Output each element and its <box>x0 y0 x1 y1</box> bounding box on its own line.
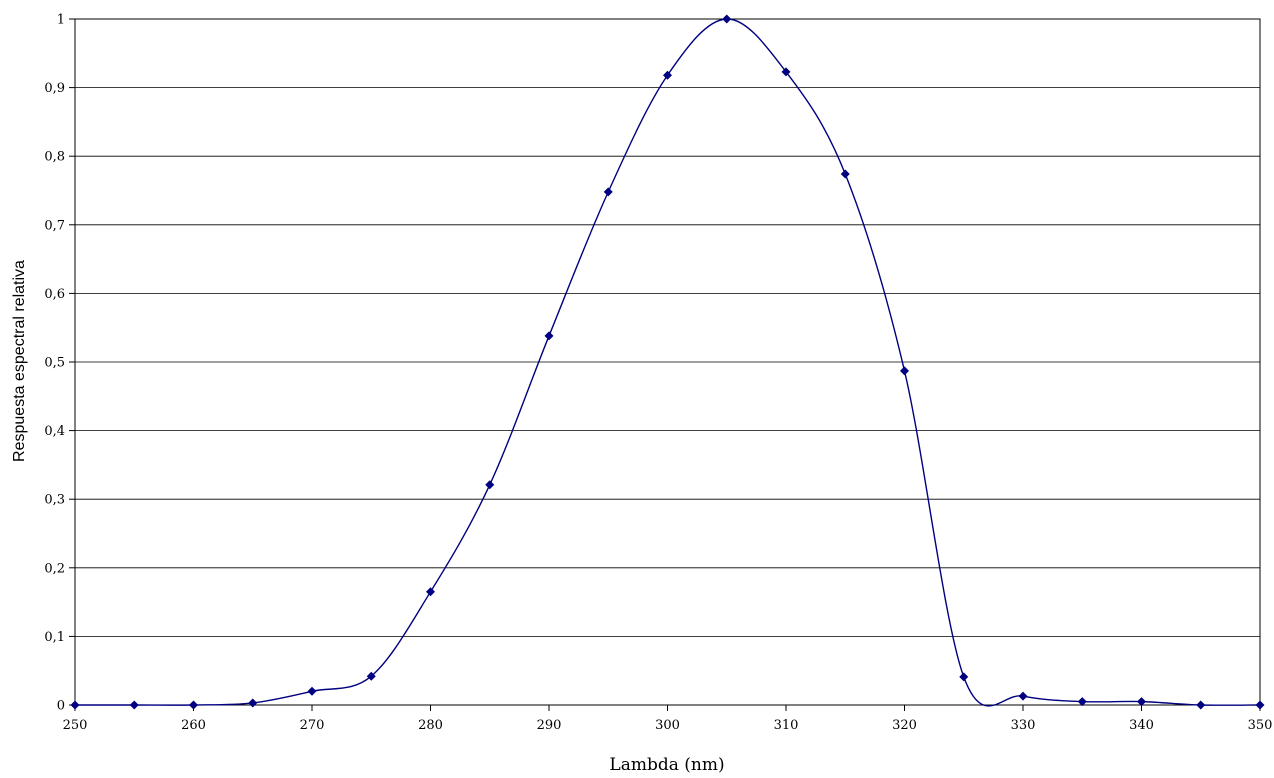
data-point <box>959 672 969 682</box>
data-point <box>189 700 198 710</box>
y-tick-label: 0,1 <box>44 630 65 645</box>
y-tick-label: 1 <box>57 13 65 28</box>
data-point <box>900 366 909 376</box>
y-tick-label: 0,2 <box>44 561 65 576</box>
x-tick-label: 260 <box>181 718 206 733</box>
y-axis-title: Respuesta espectral relativa <box>11 260 28 462</box>
data-point <box>366 671 376 681</box>
data-point <box>70 700 80 710</box>
y-tick-label: 0,6 <box>44 287 65 302</box>
data-point <box>840 169 850 179</box>
data-point <box>426 587 435 597</box>
y-tick-label: 0,3 <box>44 493 65 508</box>
data-point <box>722 14 732 24</box>
y-tick-label: 0 <box>57 699 65 714</box>
data-point <box>544 331 554 341</box>
y-tick-label: 0,5 <box>44 356 65 371</box>
data-point <box>485 480 495 490</box>
x-tick-label: 300 <box>655 718 680 733</box>
x-tick-label: 340 <box>1129 718 1154 733</box>
y-tick-label: 0,9 <box>44 81 65 96</box>
grid-lines <box>75 87 1260 637</box>
data-point <box>1137 697 1146 707</box>
series-markers <box>70 14 1265 710</box>
y-axis-ticks: 0 0,1 0,2 0,3 0,4 0,5 0,6 0,7 0,8 0,9 1 <box>44 13 75 714</box>
x-tick-label: 310 <box>774 718 799 733</box>
y-tick-label: 0,8 <box>44 150 65 165</box>
data-point <box>1018 691 1028 701</box>
data-point <box>1255 700 1265 710</box>
data-point <box>1196 700 1206 710</box>
data-point <box>603 187 613 197</box>
x-tick-label: 330 <box>1011 718 1036 733</box>
x-tick-label: 320 <box>892 718 917 733</box>
x-tick-label: 280 <box>418 718 443 733</box>
data-point <box>1077 697 1087 707</box>
data-point <box>129 700 139 710</box>
y-tick-label: 0,4 <box>44 424 65 439</box>
data-point <box>663 70 672 80</box>
x-tick-label: 250 <box>63 718 88 733</box>
data-point <box>307 686 317 696</box>
data-point <box>781 67 791 77</box>
x-axis-ticks: 250 260 270 280 290 300 310 320 330 340 350 <box>63 705 1273 733</box>
data-point <box>248 698 258 708</box>
x-tick-label: 270 <box>300 718 325 733</box>
x-tick-label: 350 <box>1248 718 1273 733</box>
y-tick-label: 0,7 <box>44 218 65 233</box>
x-axis-title: Lambda (nm) <box>609 755 724 775</box>
x-tick-label: 290 <box>537 718 562 733</box>
